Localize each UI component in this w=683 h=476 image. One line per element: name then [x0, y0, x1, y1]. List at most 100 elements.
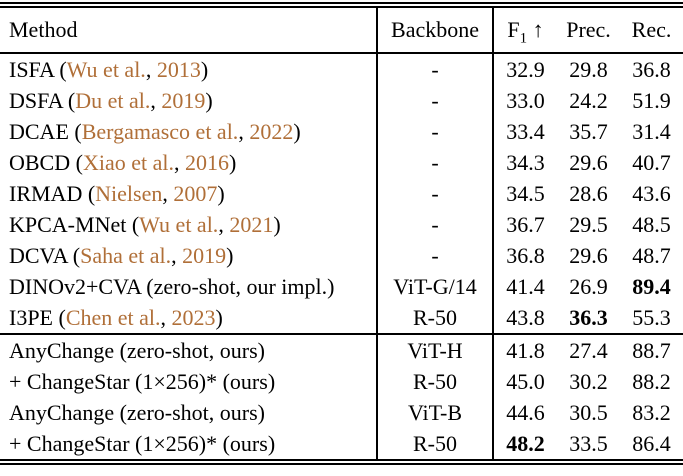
citation-year-link[interactable]: 2019 [161, 87, 206, 113]
rec-cell: 43.6 [632, 180, 671, 206]
method-cell: I3PE (Chen et al., 2023) [0, 302, 377, 334]
column-header-prec: Prec. [557, 5, 620, 54]
citation-separator: , [218, 211, 230, 237]
citation-year-link[interactable]: 2007 [173, 180, 218, 206]
table-row-i3pe: I3PE (Chen et al., 2023) R-50 43.8 36.3 … [0, 302, 683, 334]
rec-cell: 88.7 [620, 333, 683, 366]
prec-cell: 26.9 [569, 273, 608, 299]
citation-year-link[interactable]: 2019 [182, 242, 227, 268]
method-cell: DCVA (Saha et al., 2019) [0, 240, 377, 271]
citation-author-link[interactable]: Wu et al. [139, 211, 219, 237]
method-cell: DSFA (Du et al., 2019) [0, 85, 377, 116]
method-text-close: ) [215, 304, 223, 330]
method-cell: KPCA-MNet (Wu et al., 2021) [0, 209, 377, 240]
table-row-dsfa: DSFA (Du et al., 2019) - 33.0 24.2 51.9 [0, 85, 683, 116]
method-text: OBCD ( [9, 149, 83, 175]
citation-separator: , [173, 149, 185, 175]
f1-cell: 41.8 [493, 333, 557, 366]
rec-cell: 31.4 [632, 118, 671, 144]
method-text: DINOv2+CVA (zero-shot, our impl.) [9, 273, 335, 299]
backbone-cell: - [376, 178, 494, 209]
column-header-rec: Rec. [620, 5, 683, 54]
table-row-anychange-vitb: AnyChange (zero-shot, ours) ViT-B 44.6 3… [0, 397, 683, 428]
citation-author-link[interactable]: Bergamasco et al. [81, 118, 239, 144]
column-header-backbone: Backbone [376, 5, 494, 54]
method-text: AnyChange (zero-shot, ours) [9, 399, 265, 425]
backbone-cell: ViT-H [376, 333, 494, 366]
citation-separator: , [160, 304, 172, 330]
method-text: + ChangeStar (1×256)* (ours) [9, 368, 276, 394]
backbone-cell: - [376, 53, 494, 85]
citation-separator: , [145, 56, 157, 82]
citation-author-link[interactable]: Chen et al. [65, 304, 161, 330]
column-header-f1: F1 ↑ [493, 5, 557, 54]
f1-cell: 48.2 [506, 430, 545, 456]
method-text-close: ) [217, 180, 225, 206]
prec-cell: 29.6 [569, 149, 608, 175]
method-cell: ISFA (Wu et al., 2013) [0, 53, 377, 85]
backbone-cell: - [376, 85, 494, 116]
table-row-dcva: DCVA (Saha et al., 2019) - 36.8 29.6 48.… [0, 240, 683, 271]
rec-cell: 48.7 [632, 242, 671, 268]
rec-cell: 48.5 [632, 211, 671, 237]
method-text-close: ) [205, 87, 213, 113]
method-text: DSFA ( [9, 87, 76, 113]
prec-cell: 29.6 [569, 242, 608, 268]
method-cell: DCAE (Bergamasco et al., 2022) [0, 116, 377, 147]
method-text-close: ) [273, 211, 281, 237]
method-text: AnyChange (zero-shot, ours) [9, 337, 265, 363]
rec-cell: 40.7 [632, 149, 671, 175]
backbone-cell: ViT-G/14 [376, 271, 494, 302]
method-text-close: ) [293, 118, 301, 144]
method-text: I3PE ( [9, 304, 66, 330]
method-text-close: ) [200, 56, 209, 82]
citation-separator: , [162, 180, 174, 206]
citation-separator: , [150, 87, 162, 113]
citation-author-link[interactable]: Nielsen [95, 180, 163, 206]
citation-author-link[interactable]: Wu et al. [66, 56, 146, 82]
backbone-cell: R-50 [376, 428, 494, 462]
prec-cell: 27.4 [557, 333, 620, 366]
method-cell: AnyChange (zero-shot, ours) [0, 397, 377, 428]
method-text: + ChangeStar (1×256)* (ours) [9, 430, 276, 456]
backbone-cell: - [376, 240, 494, 271]
f1-cell: 44.6 [506, 399, 545, 425]
backbone-cell: ViT-B [376, 397, 494, 428]
f1-cell: 34.3 [506, 149, 545, 175]
table-row-dinov2-cva: DINOv2+CVA (zero-shot, our impl.) ViT-G/… [0, 271, 683, 302]
backbone-cell: R-50 [376, 366, 494, 397]
citation-author-link[interactable]: Du et al. [75, 87, 151, 113]
prec-cell: 30.5 [569, 399, 608, 425]
backbone-cell: R-50 [376, 302, 494, 334]
f1-cell: 32.9 [506, 56, 545, 82]
table-row-obcd: OBCD (Xiao et al., 2016) - 34.3 29.6 40.… [0, 147, 683, 178]
citation-separator: , [171, 242, 183, 268]
f1-label: F [507, 17, 520, 42]
citation-author-link[interactable]: Saha et al. [80, 242, 172, 268]
up-arrow-icon: ↑ [532, 17, 544, 42]
method-text: KPCA-MNet ( [9, 211, 140, 237]
citation-year-link[interactable]: 2013 [156, 56, 201, 82]
citation-year-link[interactable]: 2022 [249, 118, 294, 144]
backbone-cell: - [376, 116, 494, 147]
citation-year-link[interactable]: 2021 [229, 211, 274, 237]
citation-year-link[interactable]: 2016 [184, 149, 229, 175]
method-cell: + ChangeStar (1×256)* (ours) [0, 366, 377, 397]
method-cell: IRMAD (Nielsen, 2007) [0, 178, 377, 209]
method-text-close: ) [228, 149, 237, 175]
method-cell: OBCD (Xiao et al., 2016) [0, 147, 377, 178]
prec-cell: 28.6 [569, 180, 608, 206]
citation-author-link[interactable]: Xiao et al. [82, 149, 174, 175]
table-row-changestar-r50-a: + ChangeStar (1×256)* (ours) R-50 45.0 3… [0, 366, 683, 397]
f1-cell: 41.4 [506, 273, 545, 299]
header-row: Method Backbone F1 ↑ Prec. Rec. [0, 5, 683, 54]
f1-cell: 36.8 [506, 242, 545, 268]
prec-cell: 29.5 [569, 211, 608, 237]
method-text-close: ) [226, 242, 234, 268]
rec-cell: 51.9 [632, 87, 671, 113]
table-row-dcae: DCAE (Bergamasco et al., 2022) - 33.4 35… [0, 116, 683, 147]
backbone-cell: - [376, 209, 494, 240]
table-row-isfa: ISFA (Wu et al., 2013) - 32.9 29.8 36.8 [0, 53, 683, 85]
citation-year-link[interactable]: 2023 [171, 304, 216, 330]
method-cell: + ChangeStar (1×256)* (ours) [0, 428, 377, 462]
